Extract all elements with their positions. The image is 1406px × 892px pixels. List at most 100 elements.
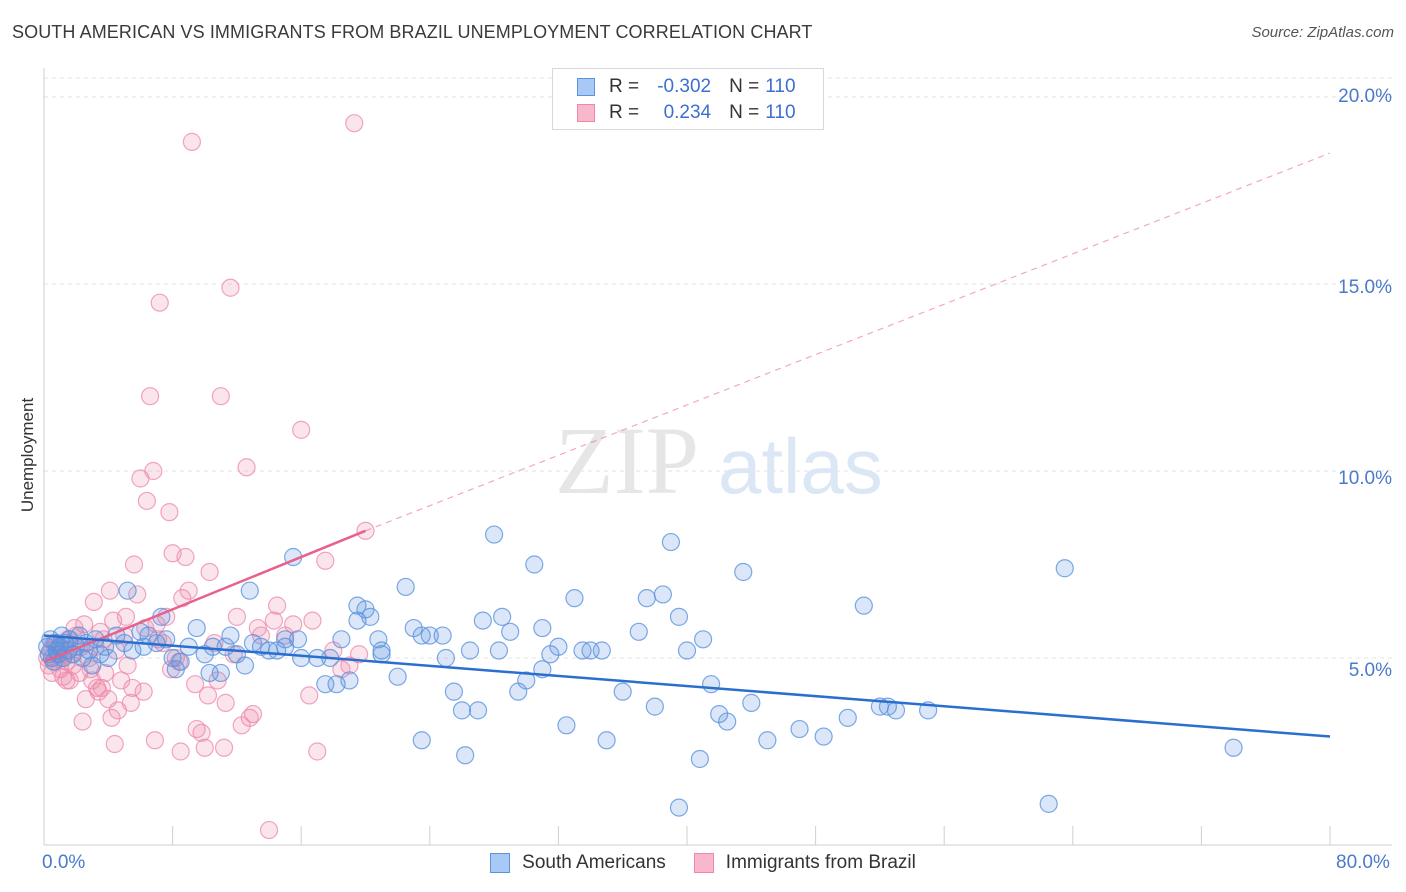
data-point-immigrants-from-brazil bbox=[237, 458, 256, 477]
data-point-south-americans bbox=[592, 641, 611, 660]
legend-item-immigrants-from-brazil[interactable]: Immigrants from Brazil bbox=[693, 852, 916, 874]
data-point-south-americans bbox=[468, 701, 488, 720]
data-point-south-americans bbox=[460, 641, 480, 660]
trend-line-immigrants-from-brazil-extension bbox=[365, 152, 1331, 532]
data-point-south-americans bbox=[292, 648, 311, 668]
legend-label: South Americans bbox=[522, 852, 666, 873]
data-point-immigrants-from-brazil bbox=[144, 461, 163, 481]
data-point-south-americans bbox=[485, 525, 504, 544]
data-point-south-americans bbox=[456, 746, 475, 765]
data-point-immigrants-from-brazil bbox=[171, 742, 190, 761]
data-point-immigrants-from-brazil bbox=[145, 731, 165, 750]
data-point-south-americans bbox=[412, 731, 431, 750]
data-point-immigrants-from-brazil bbox=[195, 738, 214, 757]
data-point-south-americans bbox=[854, 596, 873, 615]
data-point-south-americans bbox=[73, 648, 92, 668]
data-point-south-americans bbox=[533, 618, 552, 638]
y-tick-label: 10.0% bbox=[1338, 468, 1392, 489]
data-point-south-americans bbox=[95, 637, 115, 656]
data-point-south-americans bbox=[501, 622, 520, 641]
data-point-south-americans bbox=[549, 637, 568, 656]
data-point-south-americans bbox=[473, 611, 492, 630]
data-point-south-americans bbox=[669, 798, 689, 817]
data-point-immigrants-from-brazil bbox=[259, 820, 279, 840]
data-point-south-americans bbox=[661, 532, 681, 552]
stats-row-south-americans: R = -0.302 N = 110 bbox=[577, 75, 796, 99]
data-point-south-americans bbox=[637, 589, 656, 608]
chart-source: Source: ZipAtlas.com bbox=[1251, 24, 1394, 41]
data-point-south-americans bbox=[332, 630, 351, 649]
data-point-immigrants-from-brazil bbox=[292, 420, 311, 439]
data-point-south-americans bbox=[276, 630, 295, 649]
stats-swatch bbox=[577, 104, 595, 122]
stats-swatch bbox=[577, 78, 595, 96]
data-point-south-americans bbox=[157, 630, 176, 649]
data-point-immigrants-from-brazil bbox=[75, 615, 94, 634]
data-point-immigrants-from-brazil bbox=[200, 562, 219, 582]
chart-title: SOUTH AMERICAN VS IMMIGRANTS FROM BRAZIL… bbox=[12, 22, 813, 42]
data-point-south-americans bbox=[388, 667, 407, 686]
data-point-immigrants-from-brazil bbox=[227, 607, 246, 626]
grid-lines bbox=[44, 77, 1392, 659]
trend-line-south-americans bbox=[43, 634, 1331, 738]
data-point-south-americans bbox=[653, 585, 672, 604]
data-point-immigrants-from-brazil bbox=[214, 738, 234, 757]
data-point-south-americans bbox=[790, 719, 809, 739]
data-point-south-americans bbox=[369, 630, 388, 649]
y-tick-label: 20.0% bbox=[1338, 86, 1392, 107]
watermark-atlas: atlas bbox=[718, 422, 883, 510]
data-point-south-americans bbox=[565, 589, 584, 608]
watermark-zip: ZIP bbox=[555, 407, 699, 514]
data-point-south-americans bbox=[838, 708, 857, 727]
data-point-immigrants-from-brazil bbox=[128, 585, 147, 604]
data-point-immigrants-from-brazil bbox=[73, 712, 92, 731]
trend-lines bbox=[43, 152, 1331, 738]
data-point-south-americans bbox=[886, 701, 906, 720]
data-point-south-americans bbox=[677, 641, 697, 660]
data-point-immigrants-from-brazil bbox=[140, 387, 160, 406]
n-value: 110 bbox=[765, 76, 796, 97]
stats-box: R = -0.302 N = 110 R = 0.234 N = 110 bbox=[552, 68, 824, 130]
data-point-immigrants-from-brazil bbox=[137, 491, 156, 511]
r-value: 0.234 bbox=[663, 102, 712, 123]
data-point-immigrants-from-brazil bbox=[179, 581, 198, 600]
series-immigrants-from-brazil bbox=[38, 114, 375, 840]
data-point-south-americans bbox=[340, 671, 359, 690]
data-point-south-americans bbox=[629, 622, 648, 641]
data-point-south-americans bbox=[493, 607, 512, 626]
data-point-south-americans bbox=[742, 693, 761, 712]
data-point-immigrants-from-brazil bbox=[349, 645, 369, 664]
y-axis-label: Unemployment bbox=[18, 397, 37, 513]
data-point-immigrants-from-brazil bbox=[160, 503, 179, 522]
data-point-immigrants-from-brazil bbox=[116, 607, 136, 626]
data-point-south-americans bbox=[361, 607, 380, 626]
data-point-south-americans bbox=[525, 555, 544, 574]
data-point-south-americans bbox=[1039, 794, 1058, 813]
data-point-immigrants-from-brazil bbox=[87, 678, 107, 698]
data-point-south-americans bbox=[597, 731, 616, 750]
data-point-immigrants-from-brazil bbox=[264, 611, 283, 630]
data-point-immigrants-from-brazil bbox=[198, 686, 218, 705]
data-point-immigrants-from-brazil bbox=[102, 708, 121, 727]
data-point-south-americans bbox=[203, 637, 222, 656]
data-point-south-americans bbox=[99, 648, 118, 668]
data-point-immigrants-from-brazil bbox=[192, 723, 211, 742]
data-point-south-americans bbox=[669, 607, 689, 626]
data-point-south-americans bbox=[702, 675, 721, 694]
data-point-south-americans bbox=[1055, 559, 1074, 578]
x-tick-label: 0.0% bbox=[42, 852, 86, 873]
data-point-immigrants-from-brazil bbox=[182, 132, 201, 151]
data-point-south-americans bbox=[171, 652, 190, 671]
data-point-immigrants-from-brazil bbox=[150, 293, 169, 312]
legend-item-south-americans[interactable]: South Americans bbox=[490, 852, 666, 874]
data-point-south-americans bbox=[288, 630, 308, 649]
data-point-south-americans bbox=[235, 656, 255, 675]
data-point-immigrants-from-brazil bbox=[303, 611, 322, 630]
data-point-immigrants-from-brazil bbox=[121, 693, 140, 712]
data-point-south-americans bbox=[240, 581, 259, 600]
data-point-south-americans bbox=[758, 731, 777, 750]
legend-label: Immigrants from Brazil bbox=[725, 852, 916, 873]
data-point-immigrants-from-brazil bbox=[161, 660, 181, 679]
data-point-south-americans bbox=[718, 712, 737, 731]
data-point-south-americans bbox=[211, 663, 230, 683]
